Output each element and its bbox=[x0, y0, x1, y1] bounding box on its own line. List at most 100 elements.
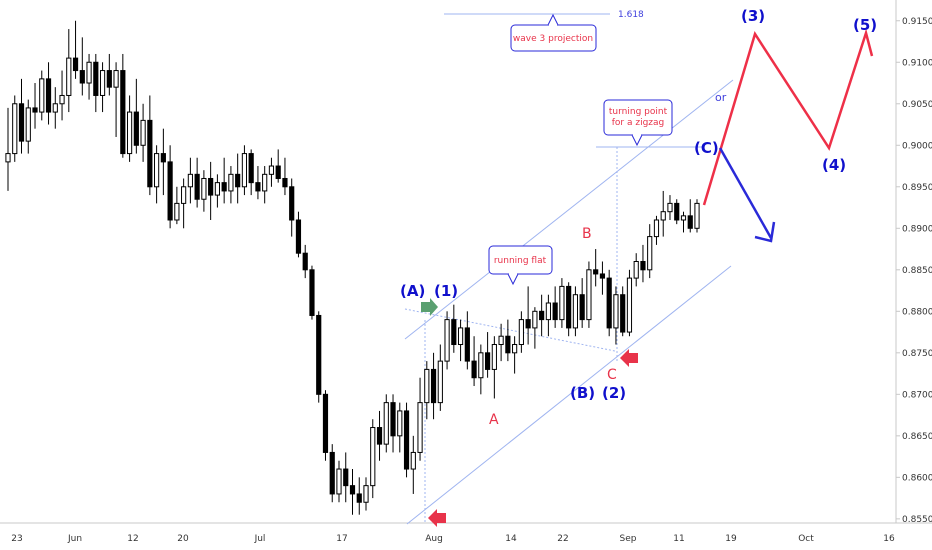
wave3-projection-label: wave 3 projection bbox=[513, 34, 593, 44]
candle bbox=[613, 286, 619, 345]
candle bbox=[262, 166, 268, 204]
green-arrow-marker bbox=[421, 298, 438, 316]
time-tick-label: 22 bbox=[557, 534, 568, 544]
candle bbox=[241, 145, 248, 196]
candle-body-bear bbox=[160, 153, 166, 163]
candle-body-bull bbox=[586, 269, 592, 321]
candle bbox=[140, 103, 146, 162]
candle-body-bull bbox=[126, 111, 133, 155]
candle-body-bull bbox=[5, 153, 11, 163]
candle bbox=[275, 149, 281, 183]
candle-body-bull bbox=[370, 427, 376, 487]
wave-label-b: B bbox=[582, 226, 592, 242]
candle-body-bear bbox=[322, 393, 329, 453]
candle bbox=[478, 344, 484, 395]
candle-body-bear bbox=[120, 70, 126, 155]
candle bbox=[194, 157, 200, 208]
candle-body-bull bbox=[694, 202, 700, 229]
candle bbox=[539, 294, 545, 337]
time-tick-label: Jun bbox=[67, 534, 82, 544]
candle bbox=[187, 157, 193, 204]
candle-body-bull bbox=[491, 344, 497, 370]
candle bbox=[322, 390, 329, 461]
candle bbox=[52, 87, 58, 129]
candle-body-bull bbox=[174, 202, 180, 221]
candle-body-bull bbox=[39, 78, 45, 113]
candle-body-bull bbox=[214, 182, 220, 196]
candle bbox=[417, 377, 423, 461]
candle bbox=[72, 20, 79, 79]
candle bbox=[444, 311, 450, 370]
candle-body-bull bbox=[518, 319, 524, 346]
candle bbox=[106, 53, 112, 96]
turning-point-callout: turning point for a zigzag bbox=[603, 99, 673, 147]
projection-path-drop bbox=[718, 147, 773, 239]
candle-body-bear bbox=[620, 294, 626, 333]
candle-body-bull bbox=[680, 215, 687, 221]
time-tick-label: Aug bbox=[425, 534, 443, 544]
candle-body-bear bbox=[376, 427, 383, 445]
candle-body-bear bbox=[505, 335, 511, 354]
candle-body-bull bbox=[559, 285, 565, 321]
candle bbox=[343, 452, 349, 503]
candle bbox=[201, 170, 207, 212]
candle-body-bull bbox=[647, 236, 653, 271]
wave3-projection-callout: wave 3 projection bbox=[510, 13, 597, 52]
candle bbox=[626, 269, 633, 337]
candle bbox=[498, 323, 504, 362]
candle-body-bear bbox=[349, 485, 356, 495]
candle-body-bull bbox=[457, 327, 464, 346]
candle-body-bear bbox=[289, 186, 295, 221]
candle bbox=[579, 278, 585, 328]
candle bbox=[532, 307, 538, 349]
candle-body-bear bbox=[343, 468, 349, 487]
candle bbox=[208, 161, 214, 220]
candle bbox=[464, 311, 470, 370]
wave-label-3: (3) bbox=[741, 7, 765, 25]
candle bbox=[174, 186, 180, 225]
candle-body-bull bbox=[383, 402, 389, 445]
candle-body-bear bbox=[133, 111, 139, 146]
wave-label-4: (4) bbox=[822, 156, 846, 174]
turning-point-label-line: turning point bbox=[609, 107, 668, 117]
candle-body-bull bbox=[653, 219, 660, 238]
candle-body-bear bbox=[45, 78, 52, 113]
candle-body-bear bbox=[275, 165, 281, 179]
candle-body-bull bbox=[181, 186, 187, 204]
candle-body-bear bbox=[147, 119, 153, 188]
candle bbox=[235, 153, 241, 204]
candle-body-bear bbox=[235, 173, 241, 188]
candle bbox=[505, 319, 511, 362]
candle bbox=[5, 107, 11, 191]
candle-body-bull bbox=[363, 485, 369, 503]
time-tick-label: 20 bbox=[177, 534, 189, 544]
candle-body-bear bbox=[221, 182, 227, 192]
candle bbox=[451, 304, 457, 353]
candle-body-bear bbox=[356, 493, 362, 503]
candle-body-bull bbox=[241, 153, 248, 188]
candle bbox=[181, 178, 187, 229]
candle-body-bull bbox=[444, 319, 450, 362]
candle-body-bull bbox=[532, 310, 538, 329]
candle bbox=[620, 286, 626, 337]
candle bbox=[329, 444, 335, 503]
candle-body-bear bbox=[525, 319, 531, 329]
time-tick-label: Sep bbox=[620, 534, 637, 544]
time-tick-label: 12 bbox=[127, 534, 138, 544]
candle bbox=[221, 157, 227, 204]
candle-body-bear bbox=[606, 277, 612, 329]
candle-body-bear bbox=[599, 273, 606, 279]
candle bbox=[660, 190, 666, 237]
channel-upper-line bbox=[404, 79, 734, 340]
candle-body-bull bbox=[437, 360, 443, 404]
candle-body-bear bbox=[248, 153, 254, 184]
candle bbox=[66, 29, 72, 113]
candle bbox=[133, 78, 139, 154]
candle-body-bear bbox=[329, 451, 335, 495]
candle bbox=[457, 319, 464, 362]
candle-body-bear bbox=[464, 327, 470, 362]
